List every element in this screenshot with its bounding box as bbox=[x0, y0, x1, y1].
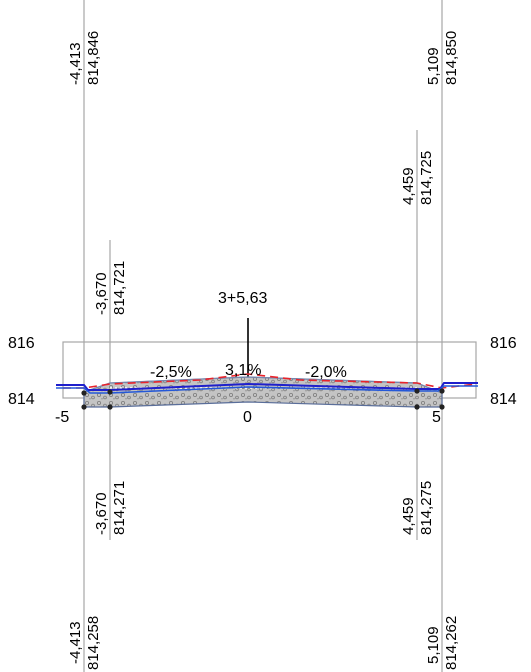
design-surface-line bbox=[56, 382, 478, 391]
slope-left: -2,5% bbox=[150, 364, 192, 381]
point-bottom-left-inner bbox=[107, 404, 113, 410]
point-top-right-inner bbox=[414, 388, 420, 394]
existing-ground-line bbox=[63, 373, 477, 389]
bottom-left-outer-offset: -4,413 bbox=[67, 621, 84, 664]
top-right-inner-elevation: 814,725 bbox=[418, 151, 435, 205]
bottom-right-outer-elevation: 814,262 bbox=[443, 616, 460, 670]
bottom-left-outer-elevation: 814,258 bbox=[85, 616, 102, 670]
station-label: 3+5,63 bbox=[218, 290, 267, 307]
subbase-top-line bbox=[83, 376, 443, 394]
x-tick-5: 5 bbox=[432, 409, 441, 426]
top-left-inner-elevation: 814,721 bbox=[111, 261, 128, 315]
top-right-outer-offset: 5,109 bbox=[425, 47, 442, 85]
vertical-guide-lines bbox=[83, 0, 443, 672]
bottom-right-inner-offset: 4,459 bbox=[400, 497, 417, 535]
y-axis-left-top: 816 bbox=[8, 335, 35, 352]
point-top-left-outer bbox=[81, 390, 87, 396]
road-surface-line bbox=[56, 385, 478, 394]
top-right-inner-offset: 4,459 bbox=[400, 167, 417, 205]
slope-right: -2,0% bbox=[305, 364, 347, 381]
top-left-inner-offset: -3,670 bbox=[93, 272, 110, 315]
bottom-right-inner-elevation: 814,275 bbox=[418, 481, 435, 535]
point-bottom-left-outer bbox=[81, 404, 87, 410]
y-axis-left-bottom: 814 bbox=[8, 391, 35, 408]
bottom-left-inner-offset: -3,670 bbox=[93, 492, 110, 535]
slope-center: 3,1% bbox=[225, 362, 261, 379]
point-top-left-inner bbox=[107, 389, 113, 395]
y-axis-right-top: 816 bbox=[490, 335, 517, 352]
top-left-outer-elevation: 814,846 bbox=[85, 31, 102, 85]
top-left-outer-offset: -4,413 bbox=[67, 42, 84, 85]
x-tick-0: 0 bbox=[243, 409, 252, 426]
bottom-right-outer-offset: 5,109 bbox=[425, 626, 442, 664]
y-axis-right-bottom: 814 bbox=[490, 391, 517, 408]
bottom-left-inner-elevation: 814,271 bbox=[111, 481, 128, 535]
section-points bbox=[81, 388, 445, 410]
top-right-outer-elevation: 814,850 bbox=[443, 31, 460, 85]
point-bottom-right-outer bbox=[439, 404, 445, 410]
point-top-right-outer bbox=[439, 388, 445, 394]
point-bottom-right-inner bbox=[414, 404, 420, 410]
x-tick-neg5: -5 bbox=[55, 409, 69, 426]
